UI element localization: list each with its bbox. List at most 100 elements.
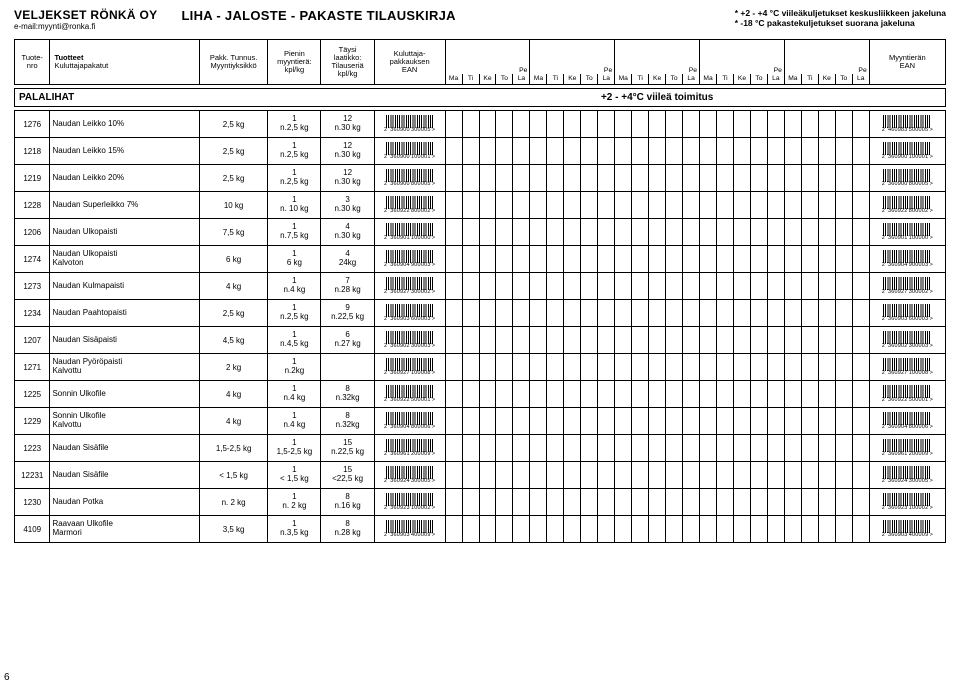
order-cell[interactable] (462, 408, 479, 435)
order-cell[interactable] (564, 489, 581, 516)
order-cell[interactable] (733, 111, 750, 138)
order-cell[interactable] (530, 219, 547, 246)
order-cell[interactable] (496, 138, 513, 165)
order-cell[interactable] (598, 165, 615, 192)
order-cell[interactable] (649, 219, 666, 246)
order-cell[interactable] (513, 111, 530, 138)
order-cell[interactable] (564, 462, 581, 489)
order-cell[interactable] (462, 138, 479, 165)
order-cell[interactable] (750, 111, 767, 138)
order-cell[interactable] (801, 165, 818, 192)
order-cell[interactable] (835, 165, 852, 192)
order-cell[interactable] (666, 408, 683, 435)
order-cell[interactable] (632, 327, 649, 354)
order-cell[interactable] (733, 327, 750, 354)
order-cell[interactable] (513, 219, 530, 246)
order-cell[interactable] (750, 381, 767, 408)
order-cell[interactable] (683, 489, 700, 516)
order-cell[interactable] (733, 273, 750, 300)
order-cell[interactable] (835, 381, 852, 408)
order-cell[interactable] (852, 435, 869, 462)
order-cell[interactable] (649, 381, 666, 408)
order-cell[interactable] (666, 327, 683, 354)
order-cell[interactable] (530, 408, 547, 435)
order-cell[interactable] (818, 435, 835, 462)
order-cell[interactable] (581, 489, 598, 516)
order-cell[interactable] (496, 435, 513, 462)
order-cell[interactable] (615, 192, 632, 219)
order-cell[interactable] (445, 408, 462, 435)
order-cell[interactable] (801, 246, 818, 273)
order-cell[interactable] (598, 111, 615, 138)
order-cell[interactable] (496, 462, 513, 489)
order-cell[interactable] (581, 219, 598, 246)
order-cell[interactable] (615, 111, 632, 138)
order-cell[interactable] (733, 246, 750, 273)
order-cell[interactable] (479, 165, 496, 192)
order-cell[interactable] (683, 327, 700, 354)
order-cell[interactable] (683, 165, 700, 192)
order-cell[interactable] (700, 300, 717, 327)
order-cell[interactable] (767, 462, 784, 489)
order-cell[interactable] (615, 246, 632, 273)
order-cell[interactable] (649, 435, 666, 462)
order-cell[interactable] (598, 192, 615, 219)
order-cell[interactable] (598, 327, 615, 354)
order-cell[interactable] (615, 219, 632, 246)
order-cell[interactable] (683, 192, 700, 219)
order-cell[interactable] (852, 246, 869, 273)
order-cell[interactable] (717, 381, 734, 408)
order-cell[interactable] (632, 111, 649, 138)
order-cell[interactable] (683, 435, 700, 462)
order-cell[interactable] (530, 111, 547, 138)
order-cell[interactable] (581, 381, 598, 408)
order-cell[interactable] (717, 246, 734, 273)
order-cell[interactable] (649, 462, 666, 489)
order-cell[interactable] (615, 381, 632, 408)
order-cell[interactable] (852, 273, 869, 300)
order-cell[interactable] (462, 327, 479, 354)
order-cell[interactable] (632, 381, 649, 408)
order-cell[interactable] (666, 300, 683, 327)
order-cell[interactable] (564, 516, 581, 543)
order-cell[interactable] (547, 246, 564, 273)
order-cell[interactable] (717, 138, 734, 165)
order-cell[interactable] (445, 165, 462, 192)
order-cell[interactable] (733, 516, 750, 543)
order-cell[interactable] (767, 219, 784, 246)
order-cell[interactable] (598, 138, 615, 165)
order-cell[interactable] (767, 327, 784, 354)
order-cell[interactable] (462, 219, 479, 246)
order-cell[interactable] (581, 165, 598, 192)
order-cell[interactable] (649, 192, 666, 219)
order-cell[interactable] (852, 354, 869, 381)
order-cell[interactable] (445, 192, 462, 219)
order-cell[interactable] (801, 489, 818, 516)
order-cell[interactable] (733, 300, 750, 327)
order-cell[interactable] (496, 354, 513, 381)
order-cell[interactable] (632, 516, 649, 543)
order-cell[interactable] (835, 273, 852, 300)
order-cell[interactable] (564, 300, 581, 327)
order-cell[interactable] (700, 489, 717, 516)
order-cell[interactable] (632, 462, 649, 489)
order-cell[interactable] (801, 111, 818, 138)
order-cell[interactable] (547, 300, 564, 327)
order-cell[interactable] (530, 435, 547, 462)
order-cell[interactable] (547, 408, 564, 435)
order-cell[interactable] (852, 219, 869, 246)
order-cell[interactable] (717, 516, 734, 543)
order-cell[interactable] (445, 111, 462, 138)
order-cell[interactable] (700, 408, 717, 435)
order-cell[interactable] (700, 273, 717, 300)
order-cell[interactable] (530, 138, 547, 165)
order-cell[interactable] (801, 381, 818, 408)
order-cell[interactable] (530, 516, 547, 543)
order-cell[interactable] (700, 165, 717, 192)
order-cell[interactable] (683, 138, 700, 165)
order-cell[interactable] (598, 408, 615, 435)
order-cell[interactable] (496, 219, 513, 246)
order-cell[interactable] (598, 300, 615, 327)
order-cell[interactable] (784, 354, 801, 381)
order-cell[interactable] (733, 165, 750, 192)
